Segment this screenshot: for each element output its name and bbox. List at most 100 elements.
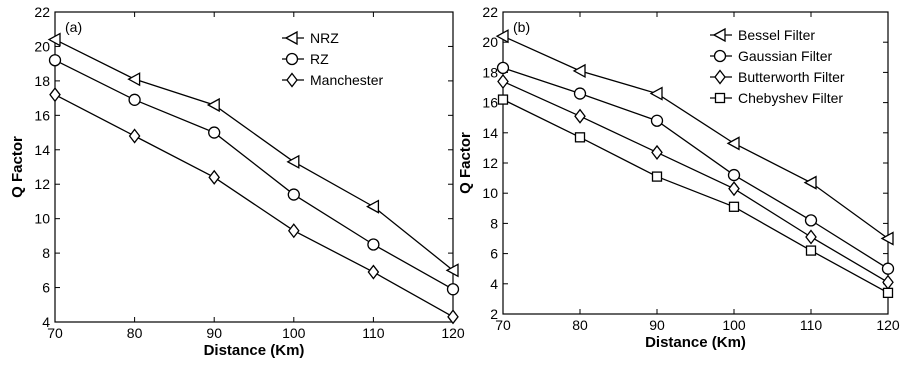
y-tick-label: 22 (482, 4, 498, 20)
data-point (47, 32, 61, 47)
legend-marker (286, 72, 298, 88)
data-point (882, 274, 894, 290)
legend-marker (714, 69, 726, 85)
panel-label: (b) (513, 19, 530, 35)
data-point (728, 201, 740, 212)
data-point (650, 114, 664, 127)
y-tick-label: 16 (34, 107, 50, 123)
data-point (728, 181, 740, 197)
legend-label: Bessel Filter (738, 27, 815, 43)
y-tick-label: 22 (34, 4, 50, 20)
data-point (651, 171, 663, 182)
x-tick-label: 110 (362, 325, 385, 341)
legend-entry: RZ (282, 51, 329, 67)
plot-frame (54, 11, 454, 323)
data-point (206, 97, 220, 113)
legend-label: Chebyshev Filter (738, 90, 843, 106)
data-point (572, 63, 586, 78)
data-point (727, 168, 741, 182)
legend-entry: NRZ (282, 30, 339, 46)
y-axis-label: Q Factor (9, 136, 26, 198)
legend-entry: Gaussian Filter (710, 48, 832, 64)
data-point (804, 214, 818, 227)
legend-label: Gaussian Filter (738, 48, 832, 64)
series-line (502, 35, 889, 240)
legend-marker (285, 52, 299, 66)
series-manchester (49, 87, 459, 325)
y-tick-label: 2 (490, 306, 498, 322)
x-tick-label: 80 (572, 317, 588, 333)
legend-entry: Chebyshev Filter (710, 90, 843, 106)
x-tick-label: 100 (722, 317, 746, 333)
panel-a: 70 80 90 100 110 120 4 6 8 10 12 14 16 18 20 22 Distance… (9, 4, 465, 359)
legend-label: Manchester (310, 72, 383, 88)
series-rz (48, 54, 460, 296)
y-tick-label: 20 (34, 38, 50, 54)
data-point (496, 61, 510, 75)
data-point (208, 169, 221, 185)
y-tick-label: 4 (42, 314, 50, 330)
series-line (54, 59, 454, 290)
y-tick-label: 14 (482, 125, 498, 141)
y-tick-label: 16 (482, 95, 498, 111)
panel-label: (a) (65, 19, 82, 35)
data-point (446, 283, 460, 296)
data-point (208, 126, 221, 139)
data-point (574, 132, 586, 143)
y-tick-label: 18 (482, 64, 498, 80)
legend-label: Butterworth Filter (738, 69, 845, 85)
y-axis-label: Q Factor (457, 132, 474, 194)
series-chebyshev-filter (497, 94, 894, 299)
y-tick-label: 20 (482, 34, 498, 50)
x-axis-label: Distance (Km) (645, 334, 746, 351)
data-point (127, 72, 141, 87)
panel-b: 70 80 90 100 110 120 2 4 6 8 10 12 14 16 18 20 22 Distanc… (457, 4, 900, 351)
data-point (880, 231, 894, 246)
x-tick-label: 100 (282, 325, 306, 341)
y-tick-label: 8 (42, 245, 50, 261)
legend-entry: Bessel Filter (710, 27, 815, 43)
y-tick-label: 12 (34, 176, 50, 192)
y-tick-label: 6 (490, 246, 498, 262)
series-line (502, 80, 889, 283)
data-point (287, 223, 300, 239)
data-point (49, 87, 61, 103)
series-nrz (47, 32, 459, 278)
data-point (497, 94, 509, 105)
series-gaussian-filter (496, 61, 895, 275)
x-tick-label: 70 (47, 325, 63, 341)
y-tick-label: 8 (490, 215, 498, 231)
data-point (495, 29, 509, 44)
y-tick-label: 6 (42, 280, 50, 296)
legend-label: RZ (310, 51, 329, 67)
data-point (651, 144, 663, 160)
y-tick-label: 10 (34, 211, 50, 227)
legend-marker (284, 30, 298, 46)
y-tick-label: 4 (490, 276, 498, 292)
legend-marker (712, 27, 726, 43)
data-point (286, 154, 300, 169)
legend-label: NRZ (310, 30, 339, 46)
legend-marker (714, 92, 726, 104)
data-point (574, 108, 586, 124)
y-tick-label: 12 (482, 155, 498, 171)
data-point (803, 175, 817, 190)
data-point (128, 93, 141, 106)
x-tick-label: 90 (206, 325, 222, 341)
data-point (805, 229, 817, 245)
data-point (128, 128, 141, 144)
series-line (54, 38, 454, 271)
data-point (649, 86, 663, 101)
x-tick-label: 70 (495, 317, 511, 333)
x-tick-label: 120 (876, 317, 900, 333)
x-tick-label: 80 (127, 325, 143, 341)
series-line (502, 67, 889, 270)
x-axis-label: Distance (Km) (204, 342, 305, 359)
data-point (726, 136, 740, 151)
series-line (502, 98, 889, 294)
x-tick-label: 110 (800, 317, 823, 333)
legend-entry: Manchester (282, 72, 383, 88)
series-butterworth-filter (497, 73, 894, 290)
data-point (881, 262, 895, 275)
